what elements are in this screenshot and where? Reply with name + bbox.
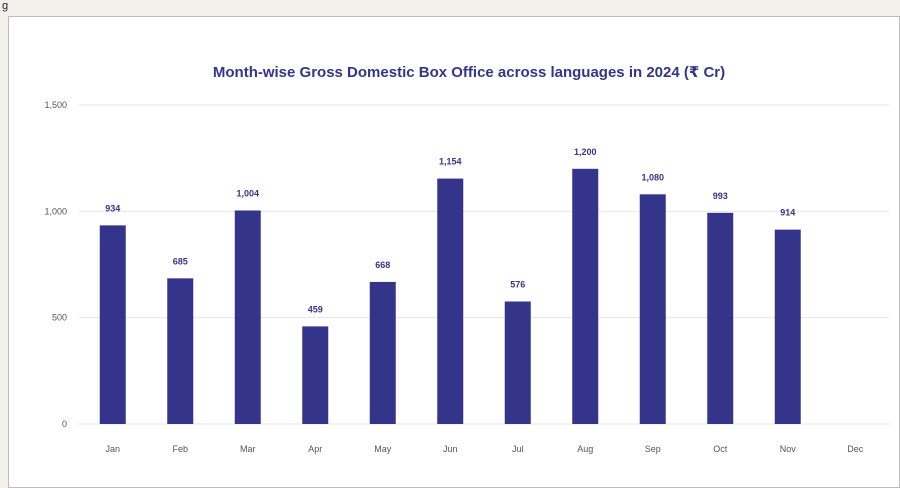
y-tick-label: 1,500 (44, 100, 67, 110)
value-label: 1,154 (439, 157, 462, 167)
x-category-label: Nov (780, 444, 797, 454)
value-labels: 934 685 1,004 459 668 1,154 576 1,200 1,080 993 91… (105, 147, 795, 315)
bar-apr (302, 326, 329, 424)
bar-nov (774, 229, 801, 424)
bar-aug (572, 168, 599, 424)
x-axis-categories: Jan Feb Mar Apr May Jun Jul Aug Sep Oct Nov Dec (105, 444, 863, 454)
x-category-label: Jun (443, 444, 458, 454)
bar-may (369, 281, 396, 424)
bar-jan (99, 225, 126, 424)
bars (99, 168, 801, 424)
x-category-label: Jul (512, 444, 524, 454)
x-category-label: May (374, 444, 392, 454)
value-label: 934 (105, 203, 120, 213)
x-category-label: Sep (645, 444, 661, 454)
bar-sep (639, 194, 666, 424)
chart-panel: Month-wise Gross Domestic Box Office acr… (8, 16, 900, 488)
value-label: 1,080 (641, 172, 664, 182)
x-category-label: Apr (308, 444, 322, 454)
y-tick-label: 0 (62, 419, 67, 429)
value-label: 1,004 (236, 188, 259, 198)
value-label: 685 (173, 256, 188, 266)
bar-feb (167, 278, 194, 424)
value-label: 459 (308, 304, 323, 314)
bar-oct (707, 212, 734, 424)
gridlines (79, 104, 889, 425)
value-label: 914 (780, 208, 795, 218)
bar-chart: Month-wise Gross Domestic Box Office acr… (44, 64, 889, 454)
x-category-label: Oct (713, 444, 728, 454)
y-tick-label: 1,000 (44, 206, 67, 216)
x-category-label: Aug (577, 444, 593, 454)
value-label: 1,200 (574, 147, 597, 157)
y-tick-label: 500 (52, 313, 67, 323)
chart-title: Month-wise Gross Domestic Box Office acr… (213, 64, 725, 81)
bar-mar (234, 210, 261, 424)
x-category-label: Feb (172, 444, 188, 454)
value-label: 576 (510, 280, 525, 290)
x-category-label: Dec (847, 444, 864, 454)
page-fragment-text: g (2, 0, 9, 12)
bar-jul (504, 301, 531, 424)
value-label: 668 (375, 260, 390, 270)
bar-jun (437, 178, 464, 424)
x-category-label: Jan (105, 444, 120, 454)
y-axis-ticks: 0 500 1,000 1,500 (44, 100, 67, 429)
x-category-label: Mar (240, 444, 256, 454)
value-label: 993 (713, 191, 728, 201)
